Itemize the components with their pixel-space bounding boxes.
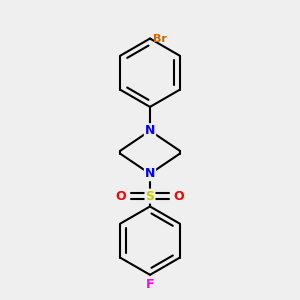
Text: O: O: [116, 190, 126, 202]
Text: S: S: [146, 190, 154, 202]
Text: O: O: [174, 190, 184, 202]
Text: N: N: [145, 124, 155, 137]
Text: N: N: [145, 167, 155, 180]
Text: Br: Br: [153, 34, 167, 44]
Text: F: F: [146, 278, 154, 291]
